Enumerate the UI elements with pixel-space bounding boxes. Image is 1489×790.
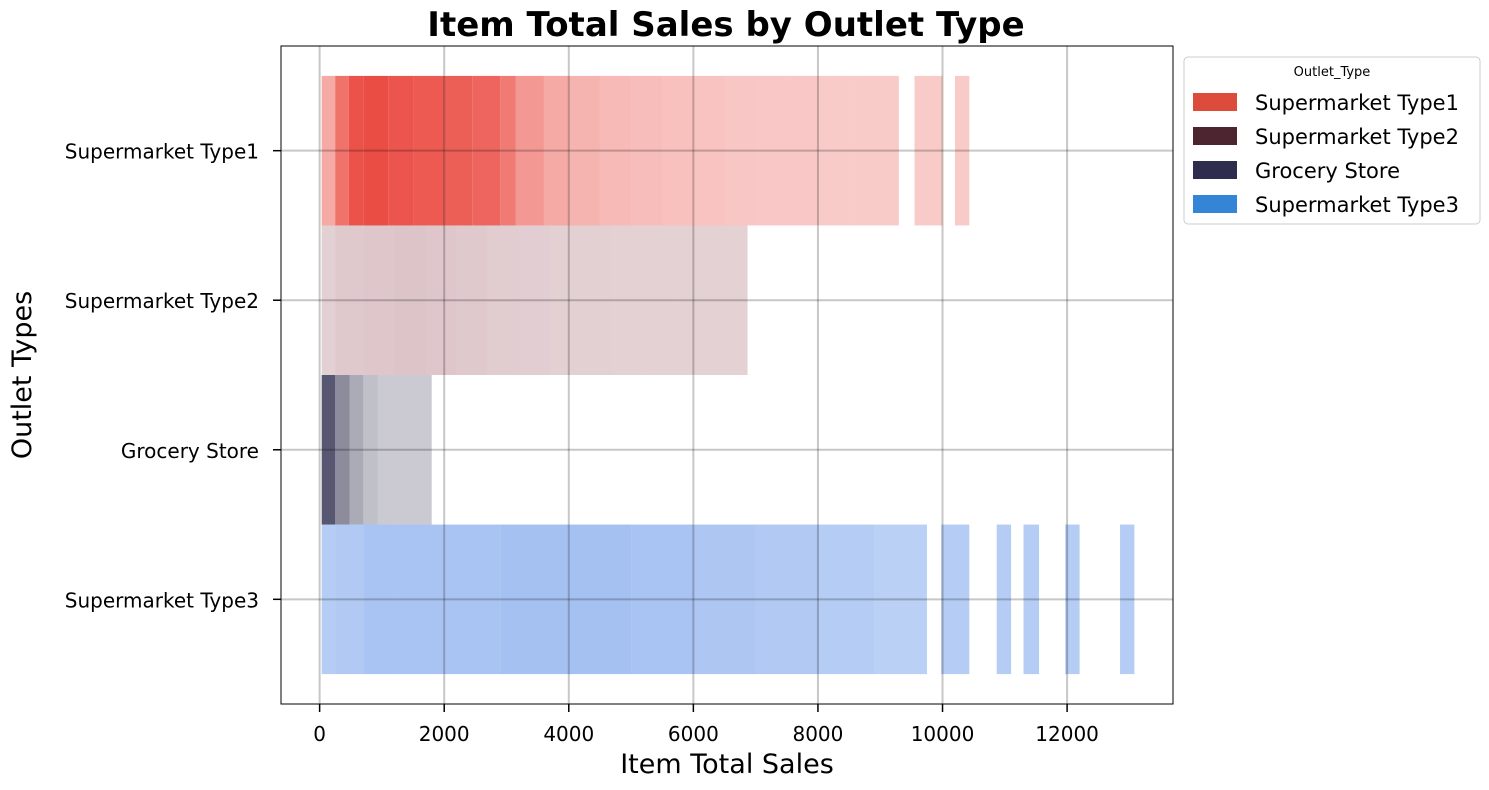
histogram-bin bbox=[755, 75, 787, 226]
x-axis-ticks: 0 2000 4000 6000 8000 10000 12000 bbox=[313, 704, 1099, 746]
x-tick-label: 10000 bbox=[911, 722, 975, 746]
histogram-bin bbox=[444, 75, 473, 226]
histogram-bin bbox=[941, 524, 970, 675]
legend-swatch bbox=[1193, 127, 1237, 145]
histogram-bin bbox=[425, 225, 457, 375]
histogram-bin bbox=[335, 524, 364, 675]
legend-items: Supermarket Type1 Supermarket Type2 Grocer… bbox=[1193, 91, 1459, 217]
histogram-bin bbox=[786, 75, 818, 226]
histogram-bin bbox=[472, 75, 501, 226]
histogram-bin bbox=[321, 75, 336, 226]
histogram-bin bbox=[568, 524, 632, 675]
histogram-bin bbox=[363, 75, 389, 226]
histogram-bin bbox=[394, 524, 445, 675]
y-axis-label: Outlet Types bbox=[7, 291, 38, 459]
plot-area bbox=[280, 45, 1174, 705]
histogram-bin bbox=[321, 375, 336, 525]
histogram-bin bbox=[817, 524, 874, 675]
histogram-bin bbox=[349, 375, 364, 525]
histogram-bin bbox=[321, 524, 336, 675]
histogram-bin bbox=[643, 225, 675, 375]
legend-swatch bbox=[1193, 195, 1237, 213]
histogram-bin bbox=[363, 375, 378, 525]
histogram-bin bbox=[674, 225, 713, 375]
y-tick-label: Supermarket Type3 bbox=[65, 588, 259, 612]
histogram-bin bbox=[724, 75, 756, 226]
histogram-bin bbox=[581, 225, 613, 375]
x-tick-label: 8000 bbox=[792, 722, 843, 746]
histogram-bin bbox=[693, 75, 725, 226]
histogram-bin bbox=[363, 524, 395, 675]
x-axis-label: Item Total Sales bbox=[620, 749, 834, 780]
histogram-bin bbox=[335, 225, 364, 375]
histogram-bin bbox=[631, 75, 663, 226]
histogram-bin bbox=[335, 375, 350, 525]
legend-label: Supermarket Type1 bbox=[1255, 91, 1459, 115]
histogram-bin bbox=[996, 524, 1012, 675]
legend-label: Grocery Store bbox=[1255, 159, 1400, 183]
x-tick-label: 4000 bbox=[543, 722, 594, 746]
y-tick-label: Supermarket Type2 bbox=[65, 289, 259, 313]
histogram-bin bbox=[321, 225, 336, 375]
grid-layer bbox=[281, 46, 1173, 704]
legend: Outlet_Type Supermarket Type1Supermarket… bbox=[1183, 56, 1481, 225]
histogram-bin bbox=[849, 75, 899, 226]
histogram-bin bbox=[755, 524, 818, 675]
legend-box bbox=[1183, 56, 1481, 225]
y-tick-label: Supermarket Type1 bbox=[65, 140, 259, 164]
histogram-bin bbox=[599, 75, 632, 226]
y-axis-ticks: Supermarket Type1 Supermarket Type2 Grocer… bbox=[65, 140, 281, 612]
histogram-bin bbox=[693, 524, 756, 675]
legend-label: Supermarket Type2 bbox=[1255, 125, 1459, 149]
histogram-bin bbox=[712, 225, 748, 375]
histogram-bin bbox=[388, 75, 414, 226]
histogram-bin bbox=[568, 75, 600, 226]
x-tick-label: 6000 bbox=[668, 722, 719, 746]
histogram-bin bbox=[612, 225, 644, 375]
histogram-bin bbox=[1120, 524, 1135, 675]
legend-label: Supermarket Type3 bbox=[1255, 193, 1459, 217]
histogram-bin bbox=[1065, 524, 1080, 675]
plot-frame bbox=[280, 45, 1174, 705]
histogram-bin bbox=[394, 225, 426, 375]
histogram-bin bbox=[662, 75, 694, 226]
histogram-bin bbox=[500, 75, 516, 226]
histogram-bin bbox=[515, 75, 544, 226]
histogram-bin bbox=[817, 75, 850, 226]
x-tick-label: 0 bbox=[313, 722, 326, 746]
legend-swatch bbox=[1193, 161, 1237, 179]
histogram-bin bbox=[1023, 524, 1040, 675]
histogram-bin bbox=[444, 524, 501, 675]
chart-title: Item Total Sales by Outlet Type bbox=[427, 5, 1024, 45]
histogram-bin bbox=[631, 524, 694, 675]
x-tick-label: 12000 bbox=[1035, 722, 1099, 746]
bars-layer bbox=[321, 75, 1135, 675]
histogram-bin bbox=[518, 225, 551, 375]
histogram-bin bbox=[487, 225, 519, 375]
histogram-bin bbox=[874, 524, 927, 675]
histogram-bin bbox=[377, 375, 432, 525]
histogram-bin bbox=[456, 225, 488, 375]
histogram-bin bbox=[363, 225, 395, 375]
histogram-bin bbox=[954, 75, 970, 226]
histogram-bin bbox=[348, 75, 364, 226]
y-tick-label: Grocery Store bbox=[121, 439, 259, 463]
histogram-bin bbox=[335, 75, 349, 226]
histogram-bin bbox=[550, 225, 582, 375]
histogram-bin bbox=[914, 75, 943, 226]
x-tick-label: 2000 bbox=[419, 722, 470, 746]
legend-swatch bbox=[1193, 93, 1237, 111]
histogram-bin bbox=[543, 75, 569, 226]
histogram-bin bbox=[413, 75, 445, 226]
histogram-bin bbox=[500, 524, 569, 675]
legend-title: Outlet_Type bbox=[1294, 65, 1371, 80]
